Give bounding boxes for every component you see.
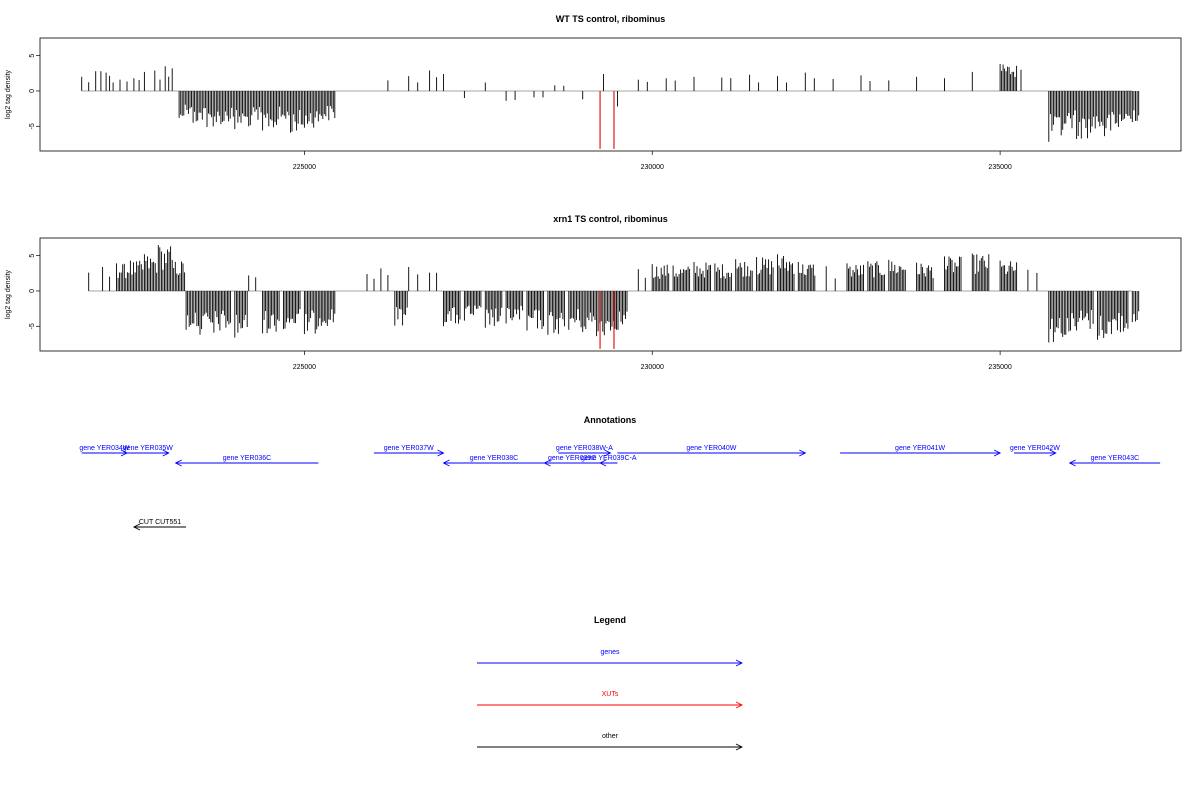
legend-arrowhead xyxy=(735,743,744,751)
wt-panel: WT TS control, ribominus log2 tag density… xyxy=(5,14,1182,171)
legend-label: XUTs xyxy=(602,691,619,698)
feature-gene-yer038c: gene YER038C xyxy=(442,455,545,467)
feature-gene-yer038w-a: gene YER038W-A xyxy=(556,445,613,457)
legend-entry-other: other xyxy=(477,733,744,751)
y-tick-label: 5 xyxy=(29,254,36,258)
panel-title: WT TS control, ribominus xyxy=(556,14,666,24)
feature-label: gene YER040W xyxy=(686,445,736,452)
feature-arrowhead xyxy=(543,459,551,467)
feature-arrowhead xyxy=(599,459,607,467)
feature-arrowhead xyxy=(162,449,170,457)
legend-title: Legend xyxy=(594,615,626,625)
feature-label: gene YER041W xyxy=(895,445,945,452)
feature-label: gene YER039C xyxy=(548,455,597,462)
feature-arrowhead xyxy=(437,449,445,457)
legend-label: other xyxy=(602,733,619,740)
feature-gene-yer041w: gene YER041W xyxy=(840,445,1002,457)
feature-label: gene YER042W xyxy=(1010,445,1060,452)
feature-label: gene YER035W xyxy=(123,445,173,452)
legend-arrowhead xyxy=(735,659,744,667)
xrn1-panel: xrn1 TS control, ribominus log2 tag densi… xyxy=(5,214,1182,371)
panel-title: xrn1 TS control, ribominus xyxy=(553,214,668,224)
feature-gene-yer036c: gene YER036C xyxy=(174,455,319,467)
feature-arrowhead xyxy=(799,449,807,457)
feature-arrowhead xyxy=(174,459,182,467)
feature-label: gene YER034W xyxy=(79,445,129,452)
feature-gene-yer043c: gene YER043C xyxy=(1068,455,1161,467)
plot-frame xyxy=(39,37,1182,152)
feature-arrowhead xyxy=(132,523,141,531)
feature-label: gene YER038W-A xyxy=(556,445,613,452)
feature-label: gene YER043C xyxy=(1091,455,1140,462)
feature-label: gene YER037W xyxy=(384,445,434,452)
plot-frame xyxy=(39,237,1182,352)
feature-arrowhead xyxy=(1049,449,1057,457)
feature-gene-yer040w: gene YER040W xyxy=(617,445,807,457)
legend-arrowhead xyxy=(735,701,744,709)
y-tick-label: 0 xyxy=(29,289,36,293)
feature-label: gene YER038C xyxy=(470,455,519,462)
x-tick-label: 230000 xyxy=(641,164,664,171)
annotations-title: Annotations xyxy=(584,415,637,425)
legend-label: genes xyxy=(600,649,620,656)
y-tick-label: -5 xyxy=(29,323,36,329)
x-tick-label: 225000 xyxy=(293,364,316,371)
feature-cut-cut551: CUT CUT551 xyxy=(132,519,187,531)
x-tick-label: 235000 xyxy=(988,164,1011,171)
feature-gene-yer037w: gene YER037W xyxy=(373,445,445,457)
feature-arrowhead xyxy=(993,449,1002,457)
x-tick-label: 230000 xyxy=(641,364,664,371)
feature-gene-yer042w: gene YER042W xyxy=(1010,445,1060,457)
feature-arrowhead xyxy=(1068,459,1076,467)
x-tick-label: 225000 xyxy=(293,164,316,171)
y-tick-label: 5 xyxy=(29,54,36,58)
y-axis-label: log2 tag density xyxy=(5,69,12,119)
y-axis-label: log2 tag density xyxy=(5,269,12,319)
feature-arrowhead xyxy=(604,449,612,457)
feature-gene-yer039c-a: gene YER039C-A xyxy=(581,455,637,467)
x-tick-label: 235000 xyxy=(988,364,1011,371)
legend-panel: Legend genes XUTs other xyxy=(477,615,744,751)
feature-label: gene YER036C xyxy=(223,455,272,462)
feature-arrowhead xyxy=(442,459,450,467)
legend-entry-genes: genes xyxy=(477,649,744,667)
feature-gene-yer035w: gene YER035W xyxy=(123,445,173,457)
y-tick-label: 0 xyxy=(29,89,36,93)
feature-label: gene YER039C-A xyxy=(581,455,637,462)
y-tick-label: -5 xyxy=(29,123,36,129)
feature-label: CUT CUT551 xyxy=(139,519,181,526)
feature-gene-yer039c: gene YER039C xyxy=(543,455,601,467)
legend-entry-xuts: XUTs xyxy=(477,691,744,709)
